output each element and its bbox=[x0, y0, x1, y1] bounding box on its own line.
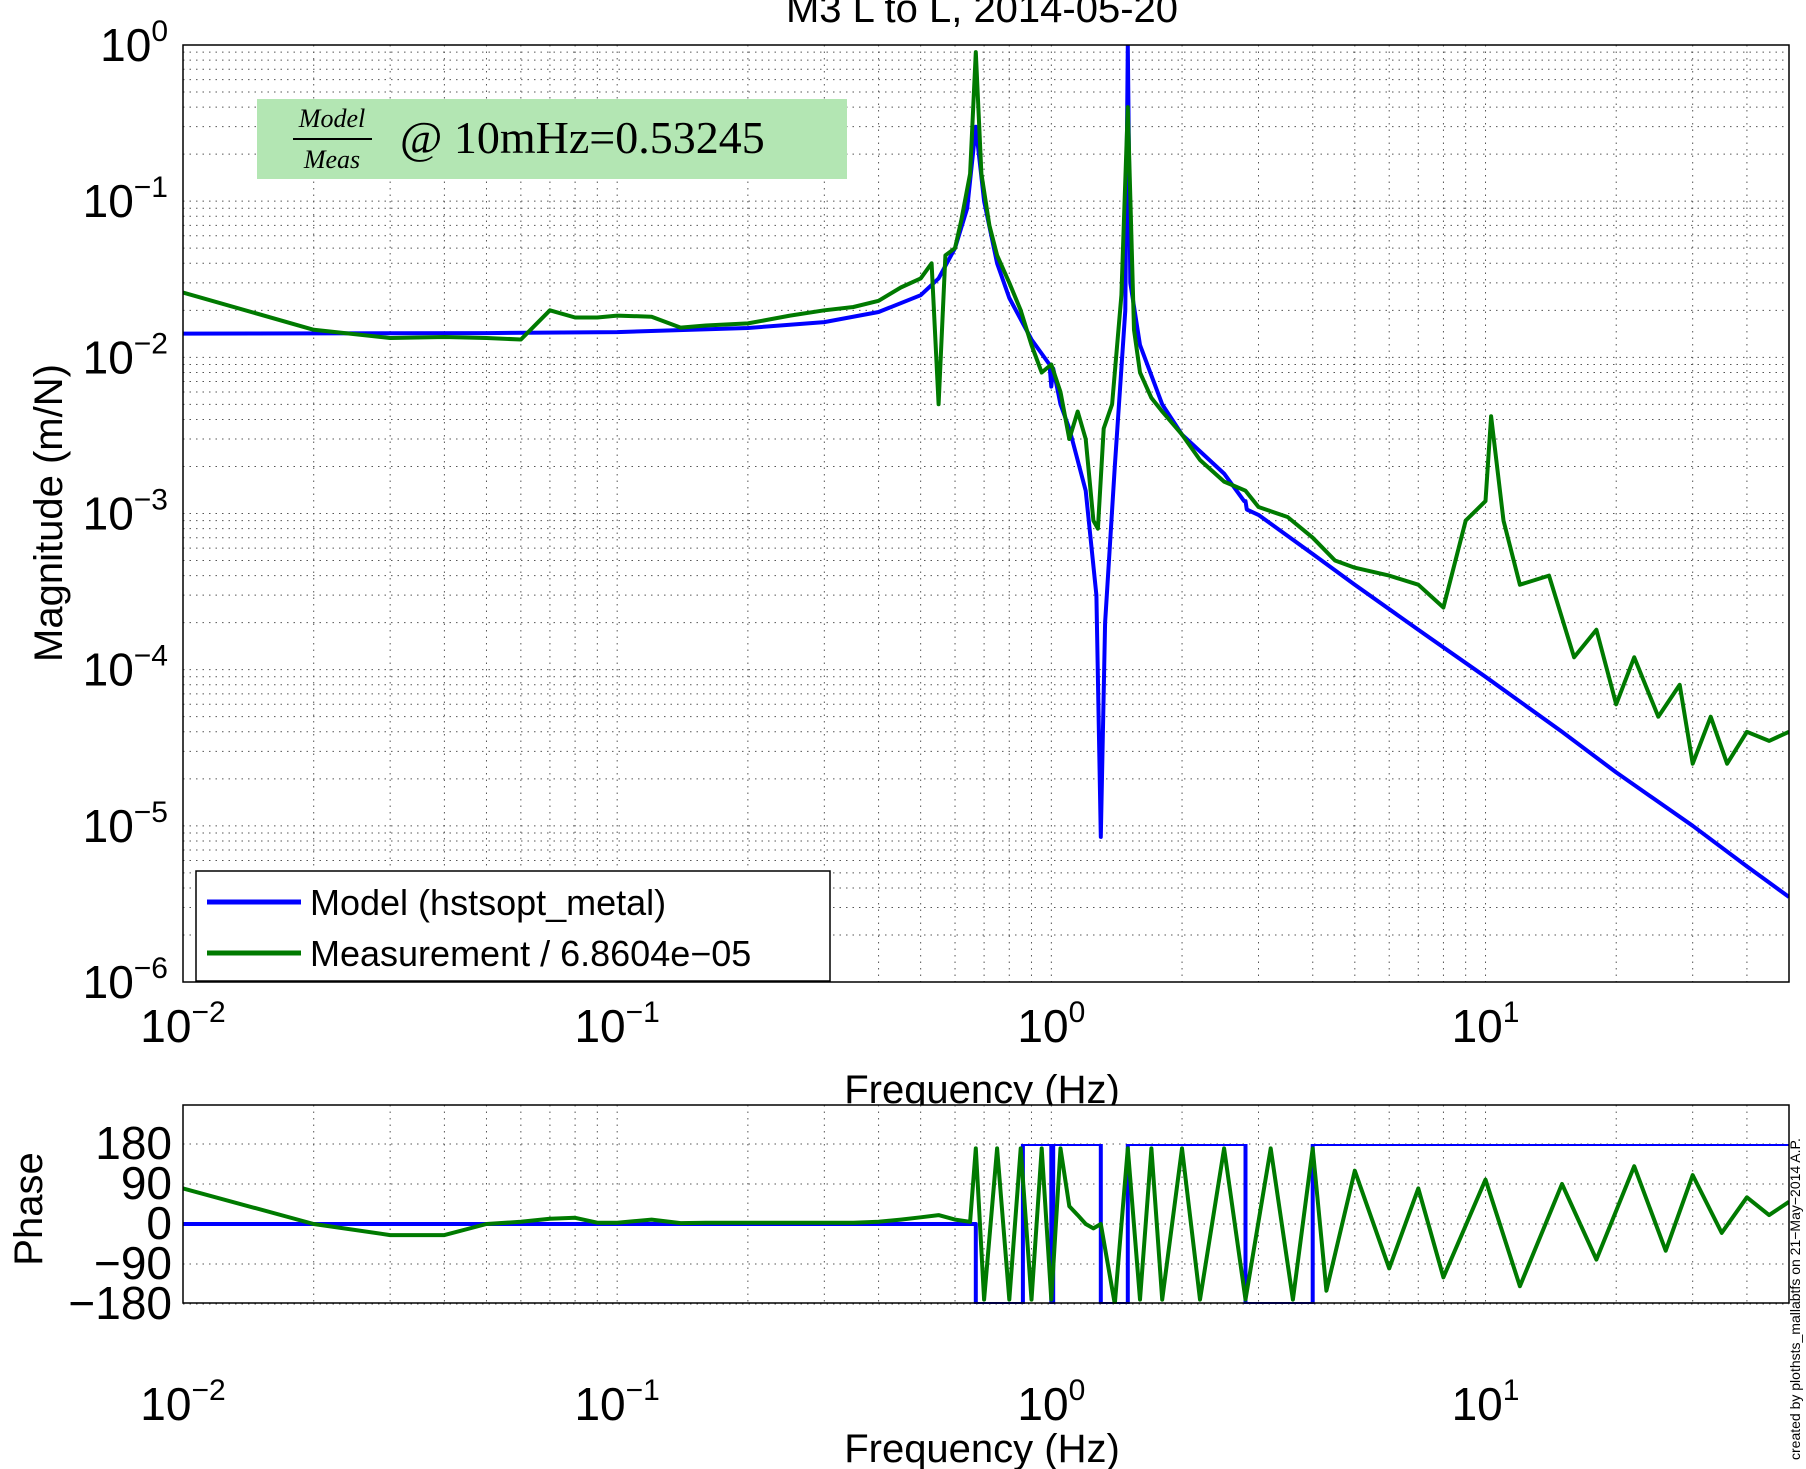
annotation-denominator: Meas bbox=[303, 145, 360, 174]
phase-ytick-label: 90 bbox=[121, 1157, 172, 1209]
legend-label-model: Model (hstsopt_metal) bbox=[310, 882, 666, 923]
phase-ytick-label: 180 bbox=[95, 1117, 172, 1169]
phase-ylabel: Phase bbox=[7, 1152, 51, 1265]
annotation-numerator: Model bbox=[298, 104, 365, 133]
magnitude-measurement-line bbox=[183, 50, 1789, 766]
magnitude-panel: M3 L to L, 2014-05-20 Model Meas @ 10mHz… bbox=[27, 0, 1790, 1112]
magnitude-xtick-label: 101 bbox=[1452, 996, 1520, 1052]
phase-ytick-label: 0 bbox=[146, 1197, 172, 1249]
magnitude-xtick-label: 10−2 bbox=[140, 996, 225, 1052]
annotation-text: @ 10mHz=0.53245 bbox=[400, 112, 765, 163]
phase-xtick-label: 10−1 bbox=[574, 1374, 659, 1430]
credit-text: created by plothsts_mallabtfs on 21−May−… bbox=[1787, 1138, 1803, 1460]
magnitude-ytick-label: 10−5 bbox=[83, 796, 168, 852]
ratio-annotation: Model Meas @ 10mHz=0.53245 bbox=[257, 99, 847, 179]
magnitude-ytick-label: 10−2 bbox=[83, 327, 168, 383]
chart-title: M3 L to L, 2014-05-20 bbox=[786, 0, 1178, 31]
phase-xtick-label: 101 bbox=[1452, 1374, 1520, 1430]
magnitude-xtick-label: 10−1 bbox=[574, 996, 659, 1052]
phase-frame bbox=[182, 1104, 1790, 1304]
magnitude-xtick-label: 100 bbox=[1017, 996, 1085, 1052]
magnitude-frame bbox=[182, 44, 1790, 983]
phase-xtick-label: 100 bbox=[1017, 1374, 1085, 1430]
magnitude-ytick-label: 10−6 bbox=[83, 952, 168, 1008]
phase-series bbox=[183, 1144, 1789, 1304]
magnitude-ylabel: Magnitude (m/N) bbox=[27, 364, 71, 662]
magnitude-ytick-label: 10−3 bbox=[83, 484, 168, 540]
legend: Model (hstsopt_metal) Measurement / 6.86… bbox=[195, 870, 831, 982]
legend-box bbox=[195, 870, 831, 982]
magnitude-grid bbox=[183, 45, 1789, 982]
magnitude-ticks: 10−2 10−1 100 101 100 10−1 10−2 10−3 10−4 10−5 10−… bbox=[83, 15, 1520, 1052]
phase-xtick-label: 10−2 bbox=[140, 1374, 225, 1430]
legend-label-measurement: Measurement / 6.8604e−05 bbox=[310, 933, 751, 974]
magnitude-ytick-label: 10−4 bbox=[83, 640, 168, 696]
phase-grid bbox=[183, 1105, 1789, 1305]
phase-ytick-label: −90 bbox=[94, 1237, 172, 1289]
phase-ytick-label: −180 bbox=[68, 1277, 172, 1329]
magnitude-ytick-label: 10−1 bbox=[83, 171, 168, 227]
phase-measurement-line bbox=[183, 1146, 1789, 1304]
magnitude-ytick-label: 100 bbox=[100, 15, 168, 71]
phase-xlabel: Frequency (Hz) bbox=[844, 1427, 1120, 1469]
magnitude-series bbox=[183, 45, 1789, 899]
